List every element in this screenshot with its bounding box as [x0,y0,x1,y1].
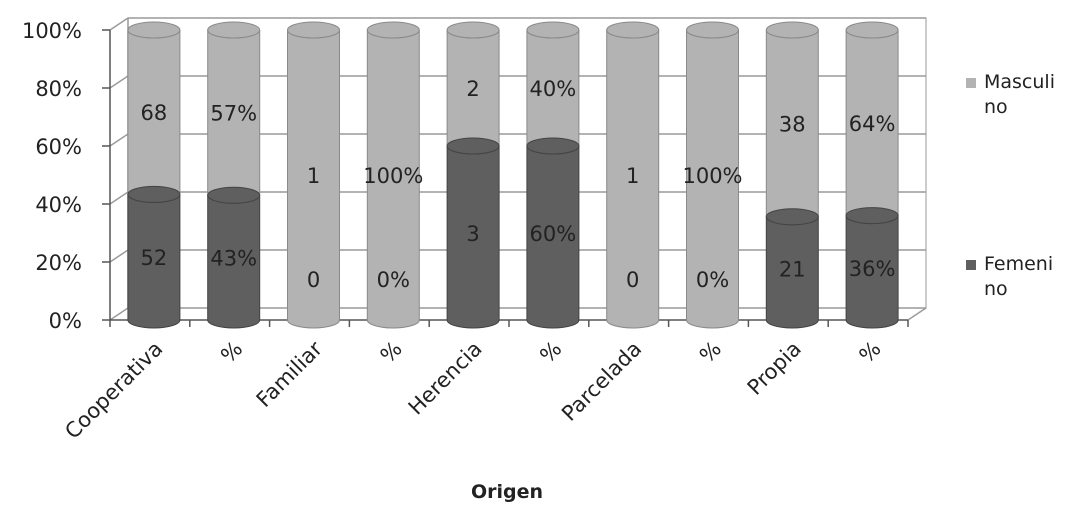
gridline-side [109,133,129,147]
data-label-femenino: 36% [849,257,896,281]
x-tick-label: Familiar [252,336,328,412]
x-tick-label: Propia [743,337,806,400]
data-label-masculino: 64% [849,112,896,136]
bar-femenino-top [526,137,580,155]
bar-masculino-top [127,21,181,39]
legend-item-masculino: Masculino [966,70,1084,120]
legend-item-femenino: Femenino [966,252,1084,302]
gridline-side [109,17,129,31]
gridline-side [109,75,129,89]
legend-swatch-femenino [966,260,976,270]
bar-masculino-top [207,21,261,39]
legend: Masculino Femenino [966,70,1084,434]
data-label-masculino: 100% [682,164,742,188]
bar-femenino-top [207,186,261,204]
x-tick-label: Herencia [404,337,487,420]
x-tick-label: Cooperativa [60,337,167,444]
data-label-femenino: 52 [141,246,168,270]
x-tick-label: Parcelada [557,337,646,426]
data-label-femenino: 3 [466,222,479,246]
data-label-masculino: 2 [466,77,479,101]
data-label-femenino: 21 [779,257,806,281]
legend-label-masculino: Masculino [984,71,1055,118]
bar-femenino-top [765,208,819,226]
y-tick-label: 20% [35,251,82,275]
data-label-masculino: 1 [307,164,320,188]
x-tick-label: % [216,337,247,368]
x-tick-label: % [855,337,886,368]
data-label-femenino: 0 [626,268,639,292]
data-label-femenino: 43% [210,247,257,271]
bar-masculino-top [686,21,739,39]
gridline-side [109,307,129,321]
x-tick-label: % [376,337,407,368]
bar-femenino-top [446,137,500,155]
legend-label-femenino: Femenino [984,253,1054,300]
bar-femenino-top [127,185,181,203]
floor-right-edge [907,307,927,321]
x-tick-label: % [695,337,726,368]
y-tick-label: 80% [35,77,82,101]
y-tick-label: 40% [35,193,82,217]
data-label-masculino: 40% [530,77,577,101]
data-label-masculino: 100% [363,164,423,188]
bar-masculino-top [446,21,500,39]
gridline-side [109,191,129,205]
data-label-femenino: 0 [307,268,320,292]
bar-masculino-top [287,21,340,39]
y-tick-label: 60% [35,135,82,159]
data-label-femenino: 60% [530,222,577,246]
data-label-masculino: 1 [626,164,639,188]
legend-swatch-masculino [966,78,976,88]
data-label-masculino: 68 [141,101,168,125]
y-tick-label: 100% [22,19,82,43]
data-label-masculino: 57% [210,102,257,126]
bar-masculino-top [765,21,819,39]
x-axis-title: Origen [471,481,543,503]
bar-femenino-top [845,207,899,225]
bar-masculino-top [366,21,420,39]
x-tick-label: % [535,337,566,368]
bar-masculino-top [845,21,899,39]
data-label-femenino: 0% [696,268,729,292]
bar-masculino-top [526,21,580,39]
data-label-femenino: 0% [377,268,410,292]
y-tick-label: 0% [49,309,82,333]
gridline-side [109,249,129,263]
bar-masculino-top [606,21,660,39]
data-label-masculino: 38 [779,112,806,136]
